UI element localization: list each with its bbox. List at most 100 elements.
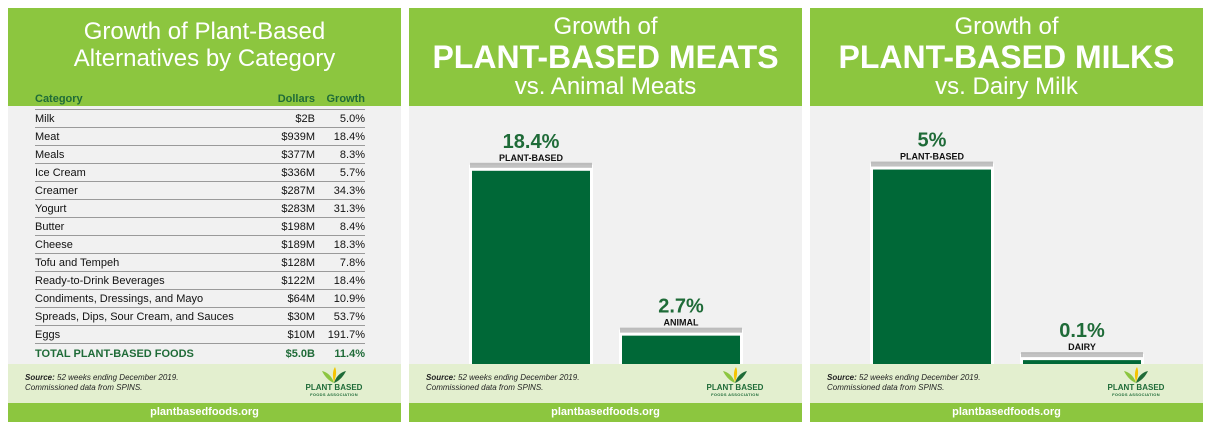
logo-subtext: FOODS ASSOCIATION	[310, 392, 358, 397]
category-cell: Condiments, Dressings, and Mayo	[35, 289, 245, 308]
table-row: Meals $377M 8.3%	[35, 145, 365, 164]
bar	[873, 169, 991, 364]
category-cell: Meat	[35, 127, 245, 146]
bar-value-label: 2.7%	[658, 296, 704, 318]
bar-category-label: PLANT-BASED	[900, 152, 965, 162]
table-row: Yogurt $283M 31.3%	[35, 199, 365, 218]
growth-cell: 7.8%	[315, 253, 365, 272]
pbfa-logo: PLANT BASED FOODS ASSOCIATION	[1091, 366, 1181, 402]
growth-cell: 18.3%	[315, 235, 365, 254]
leaf-icon	[322, 367, 346, 383]
dollars-cell: $377M	[245, 145, 315, 164]
source-footer: Source: 52 weeks ending December 2019. C…	[409, 364, 802, 403]
site-url[interactable]: plantbasedfoods.org	[409, 403, 802, 422]
logo-subtext: FOODS ASSOCIATION	[711, 392, 759, 397]
category-cell: Cheese	[35, 235, 245, 254]
bar-category-label: ANIMAL	[664, 318, 699, 328]
category-cell: Butter	[35, 217, 245, 236]
milks-title-line3: vs. Dairy Milk	[935, 73, 1078, 100]
category-cell: Ready-to-Drink Beverages	[35, 271, 245, 290]
bar-category-label: PLANT-BASED	[499, 153, 564, 163]
bar-value-label: 18.4%	[503, 131, 560, 153]
category-cell: Spreads, Dips, Sour Cream, and Sauces	[35, 307, 245, 326]
logo-text: PLANT BASED	[1107, 383, 1165, 392]
pbfa-logo: PLANT BASED FOODS ASSOCIATION	[690, 366, 780, 402]
growth-cell: 191.7%	[315, 325, 365, 344]
growth-cell: 34.3%	[315, 181, 365, 200]
milks-title-line1: Growth of	[954, 13, 1059, 40]
logo-subtext: FOODS ASSOCIATION	[1112, 392, 1160, 397]
category-title-line2: Alternatives by Category	[73, 45, 336, 72]
category-panel: Growth of Plant-Based Alternatives by Ca…	[8, 8, 401, 422]
leaf-icon	[723, 367, 747, 383]
category-cell: Ice Cream	[35, 163, 245, 182]
bar-label-shadow	[620, 327, 742, 333]
source-footer: Source: 52 weeks ending December 2019. C…	[8, 364, 401, 403]
milks-title-line2: PLANT-BASED MILKS	[838, 39, 1175, 75]
growth-cell: 5.7%	[315, 163, 365, 182]
table-row: Ready-to-Drink Beverages $122M 18.4%	[35, 271, 365, 290]
table-row: Meat $939M 18.4%	[35, 127, 365, 146]
total-growth-cell: 11.4%	[334, 348, 365, 360]
bar-label-shadow	[871, 161, 993, 167]
growth-cell: 53.7%	[315, 307, 365, 326]
dollars-cell: $189M	[245, 235, 315, 254]
category-cell: Milk	[35, 109, 245, 128]
dollars-cell: $283M	[245, 199, 315, 218]
logo-text: PLANT BASED	[305, 383, 363, 392]
bar-outline	[1020, 354, 1144, 364]
dollars-cell: $2B	[245, 109, 315, 128]
category-cell: Creamer	[35, 181, 245, 200]
source-footer: Source: 52 weeks ending December 2019. C…	[810, 364, 1203, 403]
table-row: Creamer $287M 34.3%	[35, 181, 365, 200]
bar-label-shadow	[1021, 352, 1143, 358]
table-row: Butter $198M 8.4%	[35, 217, 365, 236]
category-panel-header: Growth of Plant-Based Alternatives by Ca…	[8, 8, 401, 106]
meats-title-line1: Growth of	[553, 13, 658, 40]
growth-cell: 5.0%	[315, 109, 365, 128]
growth-cell: 10.9%	[315, 289, 365, 308]
milks-panel: Growth of PLANT-BASED MILKS vs. Dairy Mi…	[810, 8, 1203, 422]
dollars-cell: $939M	[245, 127, 315, 146]
total-category-cell: TOTAL PLANT-BASED FOODS	[35, 348, 194, 360]
meats-panel-header: Growth of PLANT-BASED MEATS vs. Animal M…	[409, 8, 802, 106]
milks-panel-header: Growth of PLANT-BASED MILKS vs. Dairy Mi…	[810, 8, 1203, 106]
table-row: Eggs $10M 191.7%	[35, 325, 365, 344]
meats-title-line3: vs. Animal Meats	[514, 73, 697, 100]
source-note: Source: 52 weeks ending December 2019. C…	[827, 373, 981, 392]
source-note: Source: 52 weeks ending December 2019. C…	[25, 373, 179, 392]
milks-bar-chart: 5%PLANT-BASED 0.1%DAIRY	[870, 130, 1144, 364]
logo-text: PLANT BASED	[706, 383, 764, 392]
pbfa-logo: PLANT BASED FOODS ASSOCIATION	[289, 366, 379, 402]
meats-title-line2: PLANT-BASED MEATS	[432, 39, 779, 75]
bar-category-label: DAIRY	[1068, 342, 1096, 352]
category-table: Category Dollars Growth Milk $2B 5.0% Meat $…	[35, 91, 365, 364]
category-cell: Yogurt	[35, 199, 245, 218]
dollars-cell: $128M	[245, 253, 315, 272]
total-dollars-cell: $5.0B	[285, 348, 315, 360]
category-cell: Tofu and Tempeh	[35, 253, 245, 272]
growth-cell: 8.3%	[315, 145, 365, 164]
site-url[interactable]: plantbasedfoods.org	[810, 403, 1203, 422]
table-row: Condiments, Dressings, and Mayo $64M 10.9%	[35, 289, 365, 308]
category-cell: Meals	[35, 145, 245, 164]
dollars-cell: $64M	[245, 289, 315, 308]
dollars-cell: $122M	[245, 271, 315, 290]
table-row: Milk $2B 5.0%	[35, 109, 365, 128]
dollars-cell: $287M	[245, 181, 315, 200]
bar	[1023, 360, 1141, 364]
col-header-growth: Growth	[315, 91, 365, 110]
table-row: Tofu and Tempeh $128M 7.8%	[35, 253, 365, 272]
site-url[interactable]: plantbasedfoods.org	[8, 403, 401, 422]
bar	[622, 335, 740, 364]
table-row: Cheese $189M 18.3%	[35, 235, 365, 254]
bar-label-shadow	[470, 162, 592, 168]
growth-cell: 31.3%	[315, 199, 365, 218]
source-note: Source: 52 weeks ending December 2019. C…	[426, 373, 580, 392]
table-row: Ice Cream $336M 5.7%	[35, 163, 365, 182]
meats-panel: Growth of PLANT-BASED MEATS vs. Animal M…	[409, 8, 802, 422]
growth-cell: 8.4%	[315, 217, 365, 236]
bar	[472, 170, 590, 364]
dollars-cell: $198M	[245, 217, 315, 236]
bar-value-label: 5%	[918, 130, 947, 152]
